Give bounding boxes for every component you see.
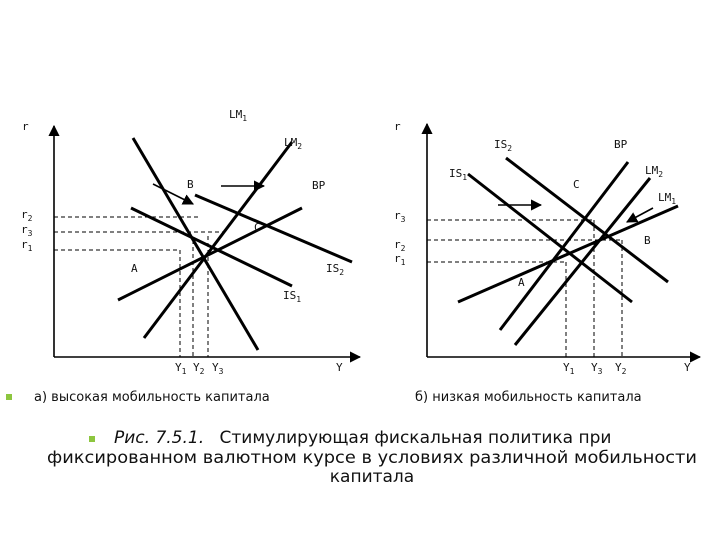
right-point-c: C <box>573 178 580 191</box>
left-bp-curve <box>117 206 303 302</box>
left-point-b: B <box>187 178 194 191</box>
left-lm2-label: LM2 <box>284 136 302 151</box>
left-point-c: C <box>254 221 261 234</box>
right-bp-curve <box>457 204 679 304</box>
left-lm1-label: LM1 <box>229 108 247 123</box>
left-shift-arrow-is <box>152 183 195 205</box>
right-lm2-curve <box>498 161 630 331</box>
right-y-tick-3: Y2 <box>615 361 627 376</box>
left-is1-curve <box>130 206 293 288</box>
right-r-tick-1: r3 <box>394 209 406 224</box>
left-caption: а) высокая мобильность капитала <box>34 390 270 405</box>
left-point-a: A <box>131 262 138 275</box>
right-lm2-label: LM2 <box>645 164 663 179</box>
figure-caption-line2: фиксированном валютном курсе в условиях … <box>47 448 697 468</box>
right-caption: б) низкая мобильность капитала <box>415 390 642 405</box>
left-r-tick-2: r3 <box>21 223 33 238</box>
left-axis-r-label: r <box>22 120 29 133</box>
figure-caption-line1: Рис. 7.5.1. Стимулирующая фискальная пол… <box>114 428 611 448</box>
left-y-tick-1: Y1 <box>175 361 187 376</box>
right-axis-r-label: r <box>394 120 401 133</box>
right-is1-curve <box>467 172 633 304</box>
left-axis-y-label: Y <box>336 361 343 374</box>
right-lm1-label: LM1 <box>658 191 676 206</box>
right-r-tick-3: r1 <box>394 252 406 267</box>
right-is1-label: IS1 <box>449 167 467 182</box>
right-is2-curve <box>505 156 669 284</box>
right-y-tick-1: Y1 <box>563 361 575 376</box>
left-lm1-curve <box>131 137 260 351</box>
bullet-icon <box>6 394 12 400</box>
bullet-icon <box>89 436 95 442</box>
figure-number: Рис. 7.5.1. <box>114 428 204 448</box>
right-point-b: B <box>644 234 651 247</box>
right-bp-label: BP <box>614 138 628 151</box>
right-axis-y-label: Y <box>684 361 691 374</box>
left-y-tick-3: Y3 <box>212 361 224 376</box>
left-r-tick-1: r2 <box>21 208 33 223</box>
left-is2-curve <box>194 193 353 264</box>
left-lm2-curve <box>142 141 294 339</box>
figure-caption-line3: капитала <box>330 467 414 487</box>
right-shift-arrow-lm <box>626 207 654 223</box>
left-is1-label: IS1 <box>283 289 301 304</box>
right-lm1-curve <box>513 177 652 346</box>
right-point-a: A <box>518 276 525 289</box>
left-is2-label: IS2 <box>326 262 344 277</box>
left-bp-label: BP <box>312 179 326 192</box>
left-y-tick-2: Y2 <box>193 361 205 376</box>
left-r-tick-3: r1 <box>21 238 33 253</box>
right-is2-label: IS2 <box>494 138 512 153</box>
right-r-tick-2: r2 <box>394 238 406 253</box>
right-diagram: r Y IS2 BP IS1 LM2 LM1 C B A r3 r2 r1 Y1 <box>394 120 702 376</box>
figure-title-line1: Стимулирующая фискальная политика при <box>220 428 612 448</box>
left-diagram: r Y LM1 LM2 BP IS2 IS1 B C A r2 r3 r1 Y1 <box>21 108 362 376</box>
right-y-tick-2: Y3 <box>591 361 603 376</box>
